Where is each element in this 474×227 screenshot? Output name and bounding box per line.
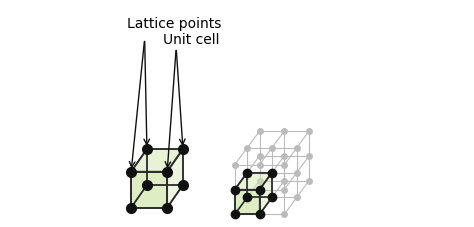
Polygon shape	[235, 173, 272, 190]
Polygon shape	[235, 190, 260, 215]
Polygon shape	[167, 149, 183, 208]
Text: Unit cell: Unit cell	[163, 33, 219, 47]
Polygon shape	[131, 172, 167, 208]
Text: Lattice points: Lattice points	[127, 17, 221, 31]
Polygon shape	[131, 149, 183, 172]
Polygon shape	[260, 173, 272, 215]
